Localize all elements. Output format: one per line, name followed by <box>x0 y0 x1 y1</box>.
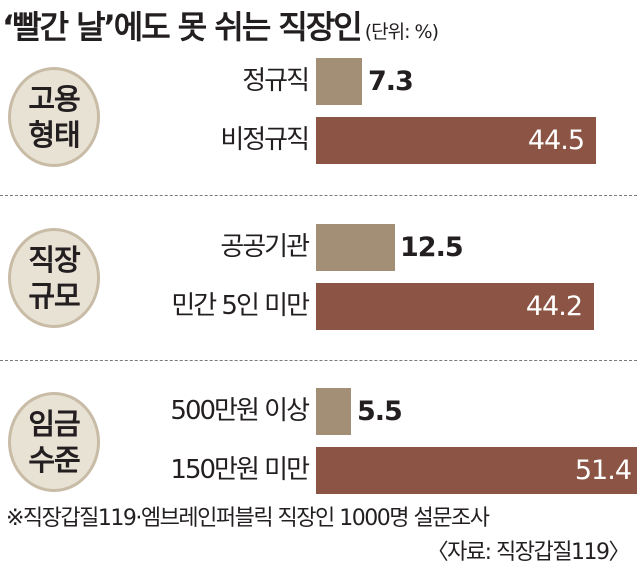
group-badge-line1: 직장 <box>28 243 80 277</box>
bar-row: 500만원 이상 5.5 <box>0 388 637 435</box>
bar-row: 공공기관 12.5 <box>0 224 637 271</box>
bar-value: 12.5 <box>400 232 464 263</box>
bar-value: 44.5 <box>527 125 585 156</box>
bar-label: 150만원 미만 <box>170 455 310 485</box>
bar-row: 민간 5인 미만 44.2 <box>0 283 637 330</box>
bar-value: 44.2 <box>525 291 583 322</box>
bar: 44.2 <box>316 283 594 330</box>
group-badge-line2: 수준 <box>28 443 80 477</box>
group-badge-line1: 고용 <box>28 82 80 116</box>
bar <box>316 224 395 271</box>
bar-label: 비정규직 <box>220 125 310 155</box>
survey-note: ※직장갑질119·엠브레인퍼블릭 직장인 1000명 설문조사 <box>6 506 490 531</box>
bar-value: 7.3 <box>368 66 414 97</box>
group-badge: 고용 형태 <box>8 67 100 167</box>
section-divider <box>0 195 637 196</box>
bar-row: 150만원 미만 51.4 <box>0 447 637 494</box>
group-badge: 임금 수준 <box>8 392 100 492</box>
source-credit: 〈자료: 직장갑질119〉 <box>426 540 631 565</box>
bar-row: 정규직 7.3 <box>0 58 637 105</box>
bar: 51.4 <box>316 447 637 494</box>
bar <box>316 388 351 435</box>
chart-title: ‘빨간 날’에도 못 쉬는 직장인 (단위: %) <box>2 2 439 48</box>
bar-label: 민간 5인 미만 <box>171 291 310 321</box>
group-badge-line2: 형태 <box>28 118 80 152</box>
bar-value: 5.5 <box>357 396 403 427</box>
bar-value: 51.4 <box>574 455 632 486</box>
group-badge-line2: 규모 <box>28 279 80 313</box>
bar-row: 비정규직 44.5 <box>0 117 637 164</box>
section-divider <box>0 360 637 361</box>
bar-label: 공공기관 <box>220 232 310 262</box>
bar <box>316 58 362 105</box>
bar-label: 정규직 <box>242 66 310 96</box>
group-badge: 직장 규모 <box>8 228 100 328</box>
bar-label: 500만원 이상 <box>170 396 310 426</box>
title-unit: (단위: %) <box>364 21 439 43</box>
group-badge-line1: 임금 <box>28 407 80 441</box>
title-main: ‘빨간 날’에도 못 쉬는 직장인 <box>2 8 363 46</box>
bar: 44.5 <box>316 117 596 164</box>
